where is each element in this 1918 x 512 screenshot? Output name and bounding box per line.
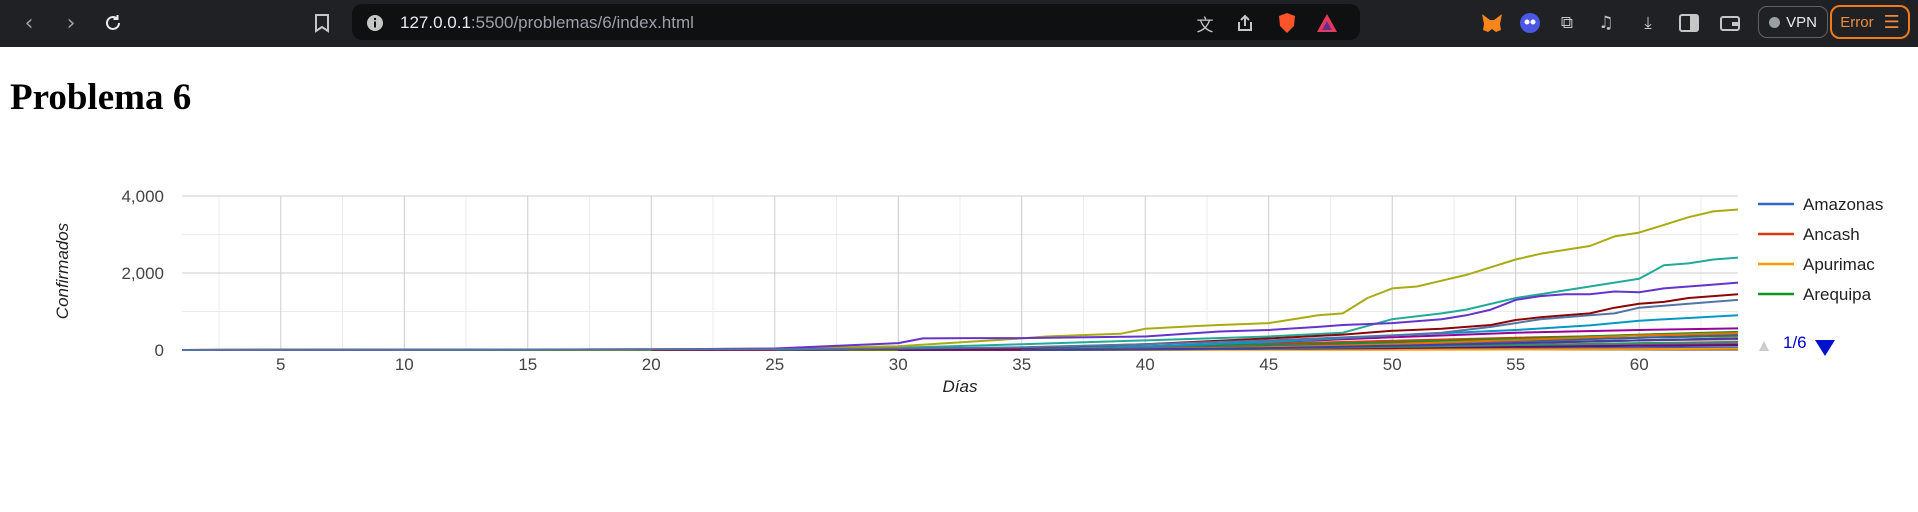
- error-menu-button[interactable]: Error ☰: [1830, 5, 1910, 39]
- url-path: :5500/problemas/6/index.html: [470, 13, 694, 32]
- page-title: Problema 6: [10, 77, 192, 118]
- legend-entry-label: Amazonas: [1803, 195, 1883, 214]
- x-tick-label: 55: [1506, 355, 1525, 374]
- legend-entry-label: Apurimac: [1803, 255, 1875, 274]
- reload-icon[interactable]: [98, 8, 128, 38]
- wallet-icon[interactable]: [1716, 9, 1744, 37]
- translate-icon[interactable]: 文: [1196, 15, 1214, 36]
- vpn-label: VPN: [1786, 13, 1817, 31]
- legend-entry-label: Ancash: [1803, 225, 1860, 244]
- x-tick-label: 40: [1136, 355, 1155, 374]
- extensions-icon[interactable]: ⧉: [1560, 13, 1574, 33]
- x-tick-label: 50: [1383, 355, 1402, 374]
- x-tick-label: 30: [889, 355, 908, 374]
- legend-pager: 1/6: [1759, 333, 1835, 356]
- x-tick-label: 35: [1012, 355, 1031, 374]
- media-icon[interactable]: ♫: [1598, 13, 1614, 33]
- legend-next-icon[interactable]: [1815, 340, 1835, 356]
- address-bar[interactable]: 127.0.0.1:5500/problemas/6/index.html 文: [352, 4, 1360, 40]
- y-tick-label: 2,000: [121, 264, 164, 283]
- y-tick-label: 0: [155, 341, 164, 360]
- back-icon[interactable]: ‹: [24, 10, 34, 36]
- x-tick-label: 60: [1630, 355, 1649, 374]
- y-tick-label: 4,000: [121, 187, 164, 206]
- x-tick-label: 45: [1259, 355, 1278, 374]
- legend-page-indicator: 1/6: [1783, 333, 1807, 352]
- metamask-icon[interactable]: [1478, 9, 1506, 37]
- url-text[interactable]: 127.0.0.1:5500/problemas/6/index.html: [400, 13, 694, 33]
- url-host: 127.0.0.1: [400, 13, 471, 32]
- bookmark-icon[interactable]: [307, 8, 337, 38]
- x-tick-label: 5: [276, 355, 285, 374]
- legend-entry-label: Arequipa: [1803, 285, 1872, 304]
- x-tick-label: 20: [642, 355, 661, 374]
- x-tick-label: 10: [395, 355, 414, 374]
- chart-series: [181, 208, 1739, 351]
- chart-axes: 5 10 15 20 25 30 35 40 45 50 55 60 0 2,000 4,000: [121, 187, 1648, 374]
- chart-container: 5 10 15 20 25 30 35 40 45 50 55 60 0 2,000 4,000 Confi…: [0, 150, 1918, 410]
- x-tick-label: 15: [518, 355, 537, 374]
- series-line: [181, 298, 1739, 351]
- x-tick-label: 25: [765, 355, 784, 374]
- legend-prev-icon[interactable]: [1759, 341, 1769, 351]
- y-axis-title: Confirmados: [53, 222, 72, 319]
- error-label: Error: [1840, 13, 1874, 31]
- vpn-status-icon: [1769, 16, 1781, 28]
- wallet-ext-icon[interactable]: [1516, 9, 1544, 37]
- chart-legend: Amazonas Ancash Apurimac Arequipa: [1758, 195, 1883, 304]
- vpn-button[interactable]: VPN: [1758, 6, 1828, 38]
- menu-icon: ☰: [1883, 11, 1900, 33]
- site-info-icon[interactable]: [362, 10, 388, 36]
- downloads-icon[interactable]: ⤓: [1644, 13, 1652, 33]
- sidebar-icon[interactable]: [1675, 9, 1703, 37]
- brave-shields-icon[interactable]: [1274, 10, 1300, 36]
- series-line: [181, 281, 1739, 351]
- forward-icon[interactable]: ›: [66, 10, 76, 36]
- brave-rewards-icon[interactable]: [1314, 10, 1340, 36]
- chart-grid: [182, 195, 1738, 351]
- series-line: [1021, 337, 1739, 351]
- line-chart: 5 10 15 20 25 30 35 40 45 50 55 60 0 2,000 4,000 Confi…: [53, 187, 1883, 396]
- browser-toolbar: ‹ › 127.0.0.1:5500/problemas/6/index.htm…: [0, 0, 1918, 47]
- share-icon[interactable]: [1232, 10, 1258, 36]
- x-axis-title: Días: [943, 377, 978, 396]
